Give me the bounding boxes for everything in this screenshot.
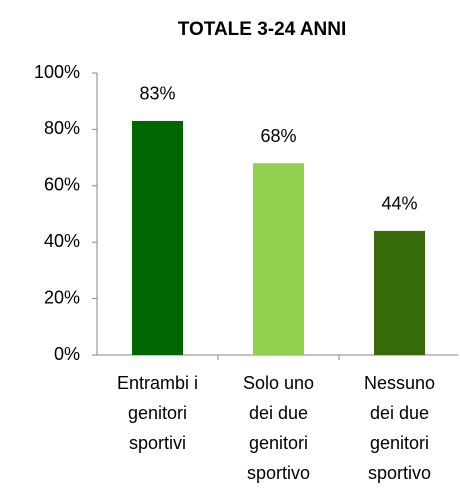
- x-tick-label-line: genitori: [370, 433, 429, 453]
- x-tick-label-line: Entrambi i: [117, 373, 198, 393]
- x-tick-label-line: genitori: [128, 403, 187, 423]
- y-tick-label: 20%: [44, 287, 80, 307]
- x-tick-label-line: Solo uno: [243, 373, 314, 393]
- bar: [253, 163, 304, 355]
- value-label: 68%: [260, 126, 296, 146]
- x-tick-label-line: sportivi: [129, 433, 186, 453]
- y-tick-label: 80%: [44, 118, 80, 138]
- x-tick-label: Nessuno dei due genitori sportivo: [364, 373, 435, 483]
- chart-title: TOTALE 3-24 ANNI: [178, 19, 347, 40]
- bar: [374, 230, 425, 355]
- y-tick-label: 60%: [44, 175, 80, 195]
- y-tick-label: 100%: [34, 62, 80, 82]
- bar: [132, 120, 183, 355]
- x-tick-label-line: dei due: [370, 403, 429, 423]
- value-label: 83%: [139, 84, 175, 104]
- x-tick-label-line: sportivo: [368, 463, 431, 483]
- x-tick-label-line: Nessuno: [364, 373, 435, 393]
- x-tick-label: Solo uno dei due genitori sportivo: [243, 373, 314, 483]
- value-label: 44%: [381, 194, 417, 214]
- x-tick-label-line: dei due: [249, 403, 308, 423]
- y-tick-label: 40%: [44, 231, 80, 251]
- x-tick-label-line: genitori: [249, 433, 308, 453]
- y-tick-label: 0%: [54, 344, 80, 364]
- x-tick-label-line: sportivo: [247, 463, 310, 483]
- x-tick-label: Entrambi i genitori sportivi: [117, 373, 198, 453]
